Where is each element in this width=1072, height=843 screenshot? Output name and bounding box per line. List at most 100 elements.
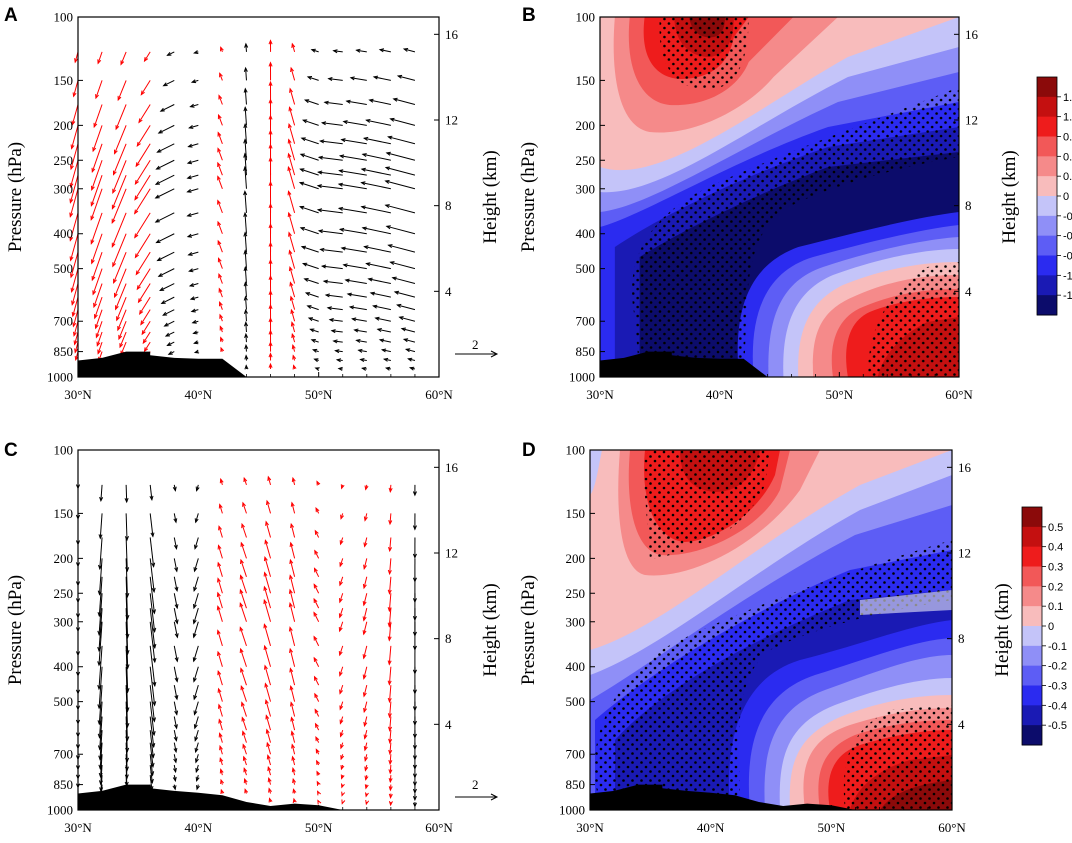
- wind-vector: [217, 650, 223, 667]
- wind-vector: [313, 567, 320, 578]
- wind-vector: [314, 692, 320, 702]
- wind-vector: [338, 621, 344, 633]
- pressure-tick-label: 400: [54, 659, 74, 674]
- wind-vector: [114, 268, 127, 299]
- wind-vector: [239, 647, 247, 667]
- wind-vector: [239, 574, 247, 594]
- wind-vector: [374, 316, 391, 322]
- wind-vector: [385, 151, 416, 161]
- wind-vector: [320, 121, 343, 126]
- wind-vector: [149, 608, 157, 650]
- wind-vector: [172, 764, 177, 774]
- lat-tick-label: 60°N: [938, 820, 966, 835]
- wind-vector: [173, 666, 179, 683]
- wind-vector: [220, 346, 225, 352]
- pressure-tick-label: 150: [54, 506, 74, 521]
- wind-vector: [388, 793, 393, 799]
- wind-vector: [188, 268, 199, 273]
- wind-vector: [160, 296, 175, 304]
- wind-vector: [316, 780, 321, 786]
- wind-vector: [95, 80, 103, 100]
- wind-vector: [243, 777, 248, 785]
- wind-vector: [361, 366, 367, 371]
- wind-vector: [190, 79, 199, 84]
- colorbar-swatch: [1037, 196, 1057, 217]
- wind-vector: [219, 477, 224, 486]
- wind-vector: [219, 756, 224, 766]
- wind-vector: [340, 742, 344, 750]
- wind-vector: [340, 484, 345, 490]
- wind-vector: [363, 742, 368, 752]
- wind-vector: [154, 188, 175, 199]
- pressure-tick-label: 200: [54, 118, 74, 133]
- level-neg-1: [590, 450, 602, 495]
- wind-vector: [287, 190, 296, 214]
- wind-vector: [242, 501, 247, 514]
- wind-vector: [217, 113, 223, 126]
- wind-vector: [362, 593, 368, 607]
- wind-vector: [319, 139, 343, 145]
- wind-vector: [189, 296, 199, 301]
- panel-letter-a: A: [4, 5, 18, 26]
- wind-vector: [265, 520, 272, 538]
- wind-vector: [115, 104, 127, 131]
- wind-vector: [159, 283, 175, 292]
- height-tick-label: 16: [965, 27, 979, 42]
- wind-vector: [217, 687, 223, 702]
- pressure-tick-label: 850: [566, 777, 586, 792]
- wind-vector: [337, 182, 367, 190]
- colorbar-swatch: [1037, 156, 1057, 177]
- wind-vector: [368, 98, 391, 105]
- wind-vector: [306, 76, 319, 81]
- wind-vector: [217, 199, 223, 214]
- plot-frame: [77, 449, 440, 811]
- lat-tick-label: 40°N: [706, 387, 734, 402]
- wind-vector: [217, 220, 223, 234]
- wind-vector: [190, 308, 199, 313]
- wind-vector: [314, 549, 320, 559]
- wind-vector: [339, 576, 344, 587]
- wind-vector: [341, 799, 346, 805]
- wind-vector: [388, 484, 393, 493]
- wind-vector: [340, 513, 344, 520]
- wind-vector: [173, 754, 178, 764]
- wind-vector: [355, 48, 367, 53]
- wind-vector: [412, 793, 417, 802]
- wind-vector: [389, 117, 416, 126]
- wind-vector: [290, 321, 296, 333]
- wind-vector: [243, 211, 248, 234]
- wind-vector: [173, 701, 179, 716]
- wind-vector: [346, 292, 367, 298]
- pressure-tick-label: 850: [54, 777, 74, 792]
- colorbar-label: -0.3: [1048, 681, 1067, 693]
- wind-vector: [195, 774, 200, 783]
- colorbar-swatch: [1022, 645, 1042, 667]
- pressure-tick-label: 300: [54, 181, 74, 196]
- pressure-tick-label: 500: [54, 261, 74, 276]
- wind-vector: [289, 684, 296, 702]
- wind-vector: [149, 701, 156, 737]
- wind-vector: [268, 39, 273, 52]
- wind-vector: [71, 297, 79, 318]
- wind-vector: [338, 608, 344, 619]
- wind-vector: [136, 268, 151, 291]
- wind-vector: [315, 748, 320, 755]
- wind-vector: [287, 138, 296, 161]
- wind-vector: [265, 714, 272, 731]
- wind-vector: [365, 792, 369, 798]
- terrain: [78, 351, 247, 377]
- wind-vector: [173, 576, 179, 593]
- wind-vector: [314, 529, 320, 538]
- wind-vector: [219, 300, 223, 310]
- wind-vector: [412, 621, 417, 651]
- pressure-tick-label: 100: [566, 443, 586, 458]
- wind-vector: [407, 357, 416, 362]
- wind-vector: [300, 245, 319, 253]
- wind-vector: [402, 48, 416, 53]
- wind-vector: [193, 50, 199, 54]
- wind-vector: [290, 66, 296, 81]
- wind-vector: [114, 125, 127, 155]
- wind-vector: [195, 764, 200, 774]
- wind-vector: [154, 212, 175, 223]
- wind-vector: [288, 588, 296, 609]
